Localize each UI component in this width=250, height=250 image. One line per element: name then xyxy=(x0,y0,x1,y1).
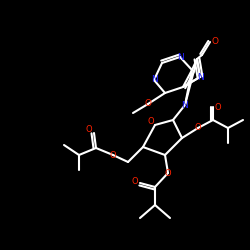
Text: N: N xyxy=(182,100,188,110)
Text: O: O xyxy=(165,168,171,177)
Text: O: O xyxy=(110,150,116,160)
Text: N: N xyxy=(150,76,158,84)
Text: O: O xyxy=(212,38,218,46)
Text: O: O xyxy=(144,100,152,108)
Text: N: N xyxy=(196,72,203,82)
Text: O: O xyxy=(132,176,138,186)
Text: O: O xyxy=(215,102,221,112)
Text: N: N xyxy=(176,52,184,62)
Text: O: O xyxy=(86,126,92,134)
Text: O: O xyxy=(195,124,201,132)
Text: O: O xyxy=(148,118,154,126)
